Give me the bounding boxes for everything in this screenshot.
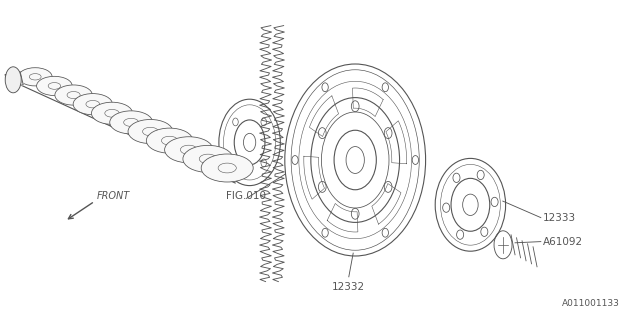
- Ellipse shape: [128, 119, 173, 144]
- Ellipse shape: [19, 68, 52, 86]
- Text: 12332: 12332: [332, 282, 365, 292]
- Ellipse shape: [201, 154, 253, 182]
- Ellipse shape: [147, 128, 193, 153]
- Ellipse shape: [5, 67, 21, 93]
- Text: A61092: A61092: [543, 236, 583, 247]
- Text: 12333: 12333: [543, 212, 576, 223]
- Text: FRONT: FRONT: [97, 191, 130, 201]
- Polygon shape: [5, 72, 23, 87]
- Ellipse shape: [92, 102, 132, 124]
- Text: FIG.010: FIG.010: [227, 191, 266, 201]
- Text: A011001133: A011001133: [562, 299, 620, 308]
- Ellipse shape: [55, 85, 92, 105]
- Ellipse shape: [164, 137, 213, 163]
- Ellipse shape: [73, 93, 113, 115]
- Ellipse shape: [36, 76, 72, 95]
- Ellipse shape: [183, 145, 233, 172]
- Ellipse shape: [109, 111, 153, 134]
- Text: FIG.010: FIG.010: [134, 132, 173, 142]
